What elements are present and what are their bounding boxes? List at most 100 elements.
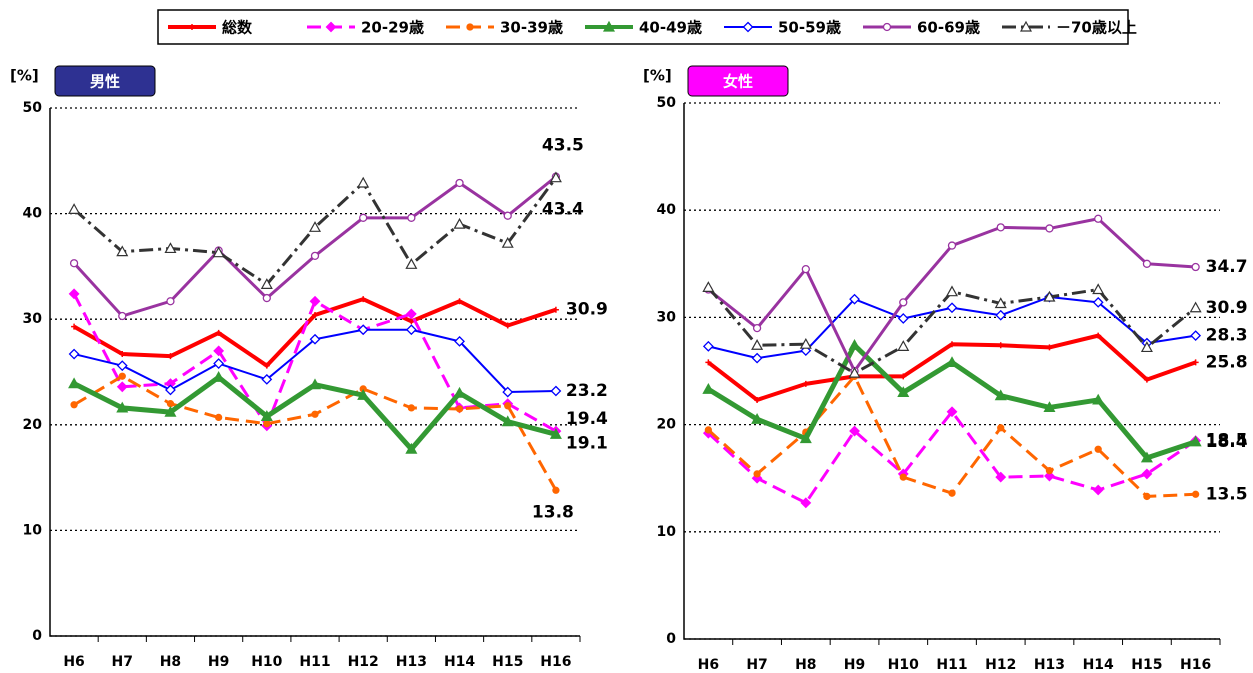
x-tick-label: H8 bbox=[795, 657, 816, 673]
marker bbox=[360, 296, 367, 303]
marker bbox=[213, 345, 225, 357]
value-label: 18.5 bbox=[1206, 431, 1248, 451]
marker bbox=[68, 203, 81, 214]
marker bbox=[1095, 332, 1102, 339]
marker bbox=[899, 473, 907, 481]
series-line bbox=[707, 374, 1196, 498]
marker bbox=[897, 386, 910, 398]
marker bbox=[751, 352, 763, 364]
marker bbox=[1043, 401, 1056, 413]
marker bbox=[1092, 484, 1104, 496]
y-unit: [%] bbox=[643, 67, 672, 85]
marker bbox=[261, 373, 273, 385]
marker bbox=[799, 337, 812, 349]
marker bbox=[405, 442, 418, 454]
x-tick-label: H10 bbox=[251, 654, 282, 670]
marker bbox=[309, 333, 321, 345]
marker bbox=[116, 360, 128, 372]
marker bbox=[948, 489, 956, 497]
marker bbox=[116, 381, 128, 393]
marker bbox=[702, 340, 714, 352]
marker bbox=[453, 217, 466, 229]
x-tick-label: H6 bbox=[698, 657, 719, 673]
marker bbox=[997, 342, 1004, 349]
x-tick-label: H10 bbox=[888, 657, 919, 673]
marker bbox=[799, 432, 812, 444]
x-tick-label: H11 bbox=[936, 657, 967, 673]
marker bbox=[309, 295, 321, 307]
value-label: 19.4 bbox=[566, 409, 608, 429]
marker bbox=[118, 311, 127, 321]
marker bbox=[263, 420, 271, 428]
legend-marker bbox=[602, 20, 616, 32]
value-label: 30.9 bbox=[1206, 298, 1248, 318]
marker bbox=[552, 486, 560, 494]
x-tick-label: H15 bbox=[1131, 657, 1162, 673]
marker bbox=[312, 311, 318, 318]
value-label: 13.8 bbox=[532, 502, 574, 522]
marker bbox=[1141, 468, 1153, 480]
marker bbox=[947, 241, 957, 250]
series-line bbox=[707, 410, 1197, 505]
value-label: 34.7 bbox=[1206, 257, 1248, 277]
marker bbox=[212, 246, 225, 258]
marker bbox=[754, 396, 761, 403]
legend-label: 30-39歳 bbox=[500, 19, 563, 37]
marker bbox=[71, 323, 78, 330]
marker bbox=[995, 471, 1007, 483]
marker bbox=[945, 356, 959, 368]
y-tick-label: 40 bbox=[23, 206, 43, 222]
marker bbox=[263, 362, 270, 369]
marker bbox=[849, 293, 860, 305]
y-tick-label: 0 bbox=[32, 628, 42, 644]
y-tick-label: 20 bbox=[23, 417, 43, 433]
marker bbox=[1094, 445, 1102, 453]
marker bbox=[69, 259, 79, 268]
marker bbox=[311, 410, 319, 418]
marker bbox=[1191, 262, 1200, 272]
marker bbox=[213, 358, 225, 369]
marker bbox=[1143, 376, 1150, 383]
marker bbox=[897, 340, 910, 351]
marker bbox=[453, 386, 466, 398]
marker bbox=[501, 415, 514, 427]
marker bbox=[215, 329, 222, 336]
marker bbox=[1190, 330, 1202, 342]
marker bbox=[946, 302, 958, 314]
marker bbox=[995, 309, 1007, 321]
y-tick-label: 30 bbox=[657, 309, 677, 325]
y-tick-label: 20 bbox=[657, 417, 677, 433]
legend-marker bbox=[1019, 20, 1033, 32]
x-tick-label: H13 bbox=[396, 654, 427, 670]
marker bbox=[1044, 470, 1055, 482]
marker bbox=[1140, 341, 1153, 353]
value-label: 19.1 bbox=[566, 433, 608, 453]
legend-label: 20-29歳 bbox=[361, 19, 424, 37]
legend-label: 50-59歳 bbox=[778, 19, 841, 37]
marker bbox=[501, 236, 514, 248]
value-label: 30.9 bbox=[566, 300, 608, 320]
marker bbox=[164, 405, 177, 417]
y-tick-label: 40 bbox=[657, 202, 677, 218]
marker bbox=[549, 428, 562, 439]
marker bbox=[503, 211, 512, 220]
value-label: 43.4 bbox=[542, 200, 584, 220]
value-label: 18.4 bbox=[1206, 432, 1248, 452]
marker bbox=[552, 306, 559, 313]
y-tick-label: 0 bbox=[666, 631, 676, 647]
marker bbox=[946, 406, 958, 418]
series-line bbox=[73, 374, 558, 492]
marker bbox=[899, 298, 908, 307]
marker bbox=[308, 378, 322, 390]
marker bbox=[1140, 451, 1153, 463]
marker bbox=[702, 281, 715, 292]
marker bbox=[1043, 290, 1056, 302]
marker bbox=[165, 384, 176, 396]
marker bbox=[1142, 259, 1152, 268]
y-tick-label: 10 bbox=[23, 522, 43, 538]
x-tick-label: H9 bbox=[208, 654, 229, 670]
marker bbox=[994, 297, 1007, 309]
marker bbox=[70, 401, 78, 409]
marker bbox=[502, 386, 514, 398]
